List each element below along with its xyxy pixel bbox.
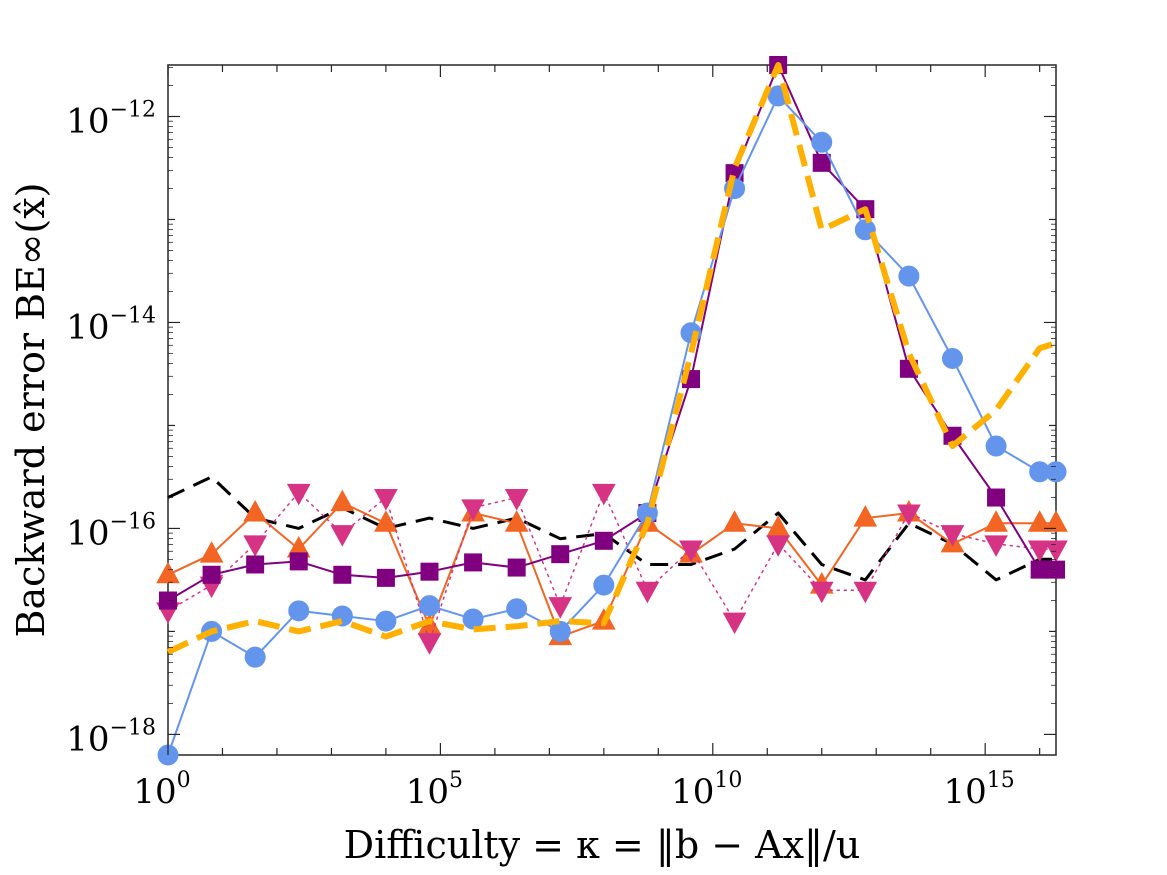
data-point-circle (941, 348, 963, 370)
x-tick-label: 1010 (671, 768, 742, 812)
data-point-triangle-up (243, 499, 268, 522)
series-line (167, 64, 1056, 602)
data-point-square (246, 555, 265, 574)
data-point-triangle-up (984, 510, 1008, 532)
data-point-triangle-down (722, 612, 747, 635)
data-point-square (464, 553, 483, 572)
data-point-circle (593, 574, 615, 596)
data-point-circle (549, 620, 571, 642)
data-point-circle (1045, 461, 1067, 483)
axis-ticks: 100 105 1010 1015 10−18 10−16 10−14 10−12 (66, 65, 1056, 812)
y-tick-label: 10−16 (66, 509, 156, 553)
y-tick-label: 10−12 (66, 97, 156, 141)
data-point-triangle-down (679, 540, 703, 563)
data-point-square (202, 565, 221, 584)
data-point-square (551, 545, 570, 564)
data-point-triangle-up (330, 489, 355, 512)
series-3 (159, 56, 1065, 610)
data-point-triangle-down (809, 581, 834, 604)
data-point-triangle-down (374, 489, 398, 511)
series-5 (166, 62, 1057, 655)
data-point-square (594, 531, 613, 550)
series-line (167, 94, 1056, 756)
data-point-square (376, 568, 395, 587)
series-4 (157, 85, 1067, 766)
data-point-square (420, 562, 439, 581)
series-line (167, 501, 1056, 638)
data-point-triangle-down (548, 597, 573, 619)
plot-area-border (167, 64, 1057, 756)
data-point-triangle-up (156, 561, 180, 584)
data-point-circle (288, 600, 310, 622)
data-point-triangle-down (897, 504, 921, 527)
y-axis-title: Backward error BE∞(x̂) (9, 183, 53, 638)
series-line (167, 475, 1056, 582)
data-point-triangle-down (286, 483, 311, 506)
x-tick-label: 105 (406, 768, 463, 812)
plot-frame (167, 64, 1057, 756)
data-point-triangle-down (853, 581, 878, 604)
data-point-triangle-down (635, 581, 660, 604)
y-tick-label: 10−18 (66, 715, 156, 759)
data-point-square (987, 488, 1006, 507)
data-point-triangle-down (330, 525, 355, 547)
data-point-circle (985, 435, 1007, 457)
data-point-square (333, 565, 352, 584)
data-point-circle (375, 610, 397, 632)
data-point-triangle-down (766, 535, 791, 557)
data-point-triangle-up (853, 505, 878, 527)
data-point-triangle-up (374, 510, 398, 532)
x-tick-label: 1015 (944, 768, 1015, 812)
data-point-triangle-down (940, 525, 965, 547)
series-line (166, 62, 1057, 655)
x-tick-label: 100 (133, 768, 190, 812)
data-point-triangle-down (1027, 540, 1052, 563)
data-point-circle (418, 595, 440, 617)
data-point-triangle-up (199, 541, 224, 563)
data-point-triangle-up (722, 510, 747, 532)
data-point-triangle-up (766, 515, 791, 537)
data-point-square (1030, 560, 1049, 579)
data-point-circle (811, 131, 833, 153)
data-point-circle (898, 265, 920, 287)
data-point-square (289, 552, 308, 571)
data-point-triangle-down (461, 499, 485, 521)
data-point-triangle-up (504, 510, 529, 532)
data-point-square (507, 558, 526, 577)
y-tick-label: 10−14 (66, 303, 156, 347)
x-axis-title: Difficulty = κ = ‖b − Ax‖/u (344, 823, 861, 867)
data-point-circle (244, 646, 266, 668)
data-point-circle (462, 608, 484, 630)
series-0 (167, 475, 1056, 582)
data-point-triangle-down (591, 483, 616, 506)
data-point-triangle-down (417, 633, 442, 655)
data-point-circle (506, 598, 528, 620)
data-point-triangle-down (984, 535, 1008, 557)
data-point-triangle-up (1027, 510, 1052, 532)
data-point-triangle-up (1044, 510, 1068, 532)
data-point-triangle-down (243, 535, 268, 557)
data-point-triangle-down (504, 489, 529, 511)
data-point-square (812, 153, 831, 172)
series-line (167, 491, 1057, 643)
series-layer (156, 56, 1068, 766)
